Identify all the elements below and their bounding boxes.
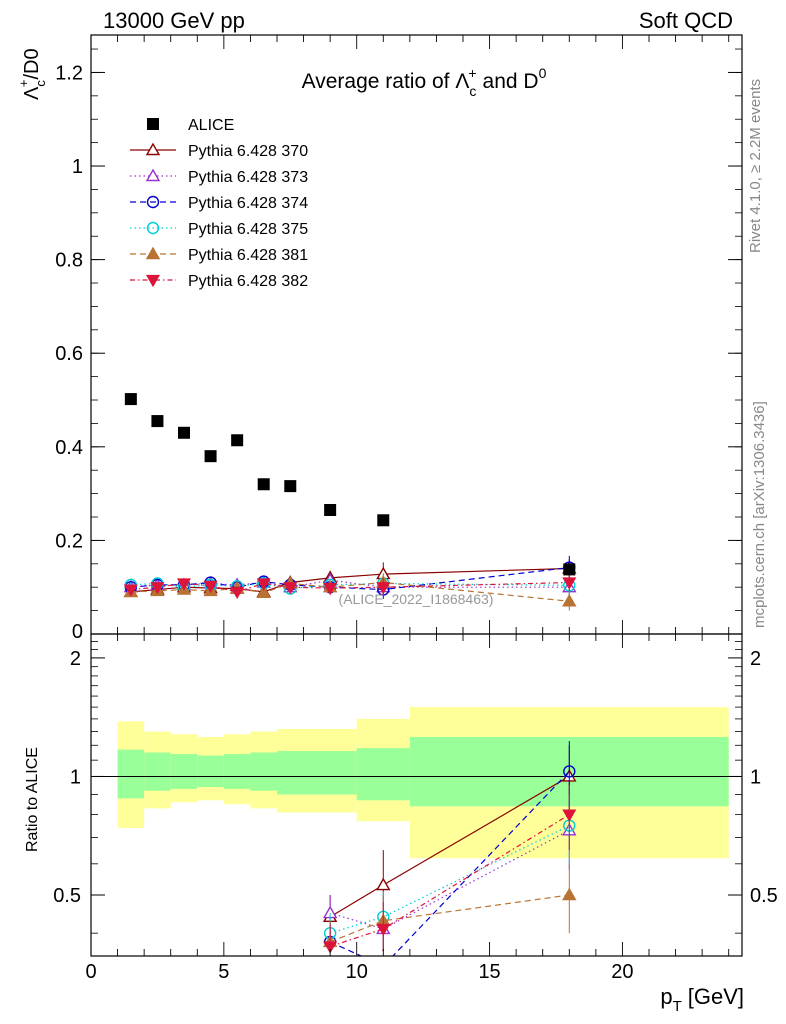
main-y-tick-label: 0	[72, 621, 83, 643]
ratio-series-5	[323, 785, 577, 954]
main-y-tick-label: 0.6	[55, 343, 83, 365]
mcplots-label: mcplots.cern.ch [arXiv:1306.3436]	[751, 401, 768, 628]
ratio-series-layer	[322, 741, 577, 972]
legend-marker	[145, 168, 161, 182]
legend-label: Pythia 6.428 374	[188, 195, 308, 212]
ratio-series-line	[329, 894, 570, 943]
ratio-frame: 0.5 0.51 12 20 5 10 15 20	[53, 633, 778, 983]
alice-point	[257, 478, 270, 491]
mc-point	[256, 585, 271, 599]
alice-point	[124, 393, 137, 406]
legend-marker	[145, 246, 161, 260]
rivet-label: Rivet 4.1.0, ≥ 2.2M events	[747, 79, 764, 253]
mc-point	[176, 578, 192, 591]
x-tick-label: 10	[346, 961, 368, 983]
alice-point	[204, 450, 217, 463]
mc-point	[562, 577, 577, 590]
chart-title: Average ratio of Λc+ and D0	[302, 65, 547, 99]
main-y-label: Λc+/D0	[16, 48, 48, 100]
mc-series-5	[123, 573, 577, 600]
main-y-tick-label: 1	[72, 156, 83, 178]
legend-marker	[145, 142, 161, 156]
green-band	[303, 751, 357, 795]
main-series-layer	[123, 393, 577, 611]
alice-point	[284, 480, 297, 493]
legend-label: Pythia 6.428 381	[188, 247, 308, 264]
ratio-point	[378, 961, 389, 972]
ratio-point	[376, 877, 391, 891]
ratio-y-tick-label-right: 1	[750, 766, 761, 788]
ratio-series-line	[329, 814, 570, 948]
mc-series-line	[130, 567, 570, 593]
ratio-y-tick-label-right: 0.5	[750, 885, 778, 907]
legend: ALICE Pythia 6.428 370 Pythia 6.428 373 Pyt…	[130, 117, 308, 290]
legend-label: Pythia 6.428 373	[188, 169, 308, 186]
mc-point	[203, 580, 218, 594]
legend-label: Pythia 6.428 370	[188, 143, 308, 160]
main-y-tick-label: 0.4	[55, 437, 83, 459]
mc-point	[123, 584, 138, 597]
green-band	[223, 754, 251, 789]
mc-series-line	[130, 581, 570, 602]
mc-point	[150, 582, 165, 595]
alice-data	[124, 393, 576, 576]
alice-point	[324, 503, 337, 516]
main-y-tick-label: 1.2	[55, 62, 83, 84]
mc-point	[323, 583, 338, 596]
ratio-point	[376, 923, 391, 937]
legend-alice-label: ALICE	[188, 117, 234, 134]
header-left: 13000 GeV pp	[103, 8, 245, 33]
ratio-y-tick-label: 0.5	[53, 885, 81, 907]
ratio-point	[562, 887, 577, 901]
mc-series-line	[130, 581, 570, 593]
legend-label: Pythia 6.428 382	[188, 273, 308, 290]
x-tick-label: 20	[611, 961, 633, 983]
green-band	[356, 748, 410, 801]
alice-point	[377, 514, 390, 527]
ratio-y-tick-label: 1	[70, 766, 81, 788]
ratio-series-line	[329, 825, 570, 934]
green-band	[250, 752, 277, 791]
mc-point	[283, 582, 298, 595]
mc-point	[230, 586, 245, 600]
ratio-point	[562, 809, 577, 822]
mc-point	[256, 578, 271, 591]
ratio-frame-border	[90, 633, 743, 957]
ratio-point	[563, 765, 576, 778]
ratio-y-tick-label: 2	[70, 648, 81, 670]
main-y-tick-label: 0.2	[55, 530, 83, 552]
ratio-y-tick-label-right: 2	[750, 648, 761, 670]
main-y-tick-label: 0.8	[55, 250, 83, 272]
header-right: Soft QCD	[639, 8, 733, 33]
legend-marker	[145, 274, 161, 288]
alice-point	[563, 563, 576, 576]
legend-label: Pythia 6.428 375	[188, 221, 308, 238]
ratio-point	[323, 941, 338, 954]
green-band	[170, 754, 198, 789]
x-tick-label: 15	[478, 961, 500, 983]
legend-alice-marker	[147, 118, 159, 130]
alice-point	[151, 415, 164, 428]
mc-point	[562, 593, 577, 607]
ratio-series-4	[322, 863, 577, 952]
green-band	[197, 755, 224, 788]
ratio-bands	[91, 707, 742, 859]
x-tick-label: 0	[85, 961, 96, 983]
watermark: (ALICE_2022_I1868463)	[339, 591, 494, 607]
x-tick-label: 5	[218, 961, 229, 983]
green-band	[277, 751, 304, 795]
ratio-y-label: Ratio to ALICE	[24, 747, 41, 852]
x-axis-label: pT [GeV]	[660, 984, 744, 1015]
mc-point	[376, 582, 391, 595]
mc-series-line	[130, 566, 570, 591]
legend-marker	[146, 221, 160, 235]
alice-point	[178, 426, 190, 439]
legend-marker	[146, 195, 160, 209]
green-band	[117, 749, 145, 799]
alice-point	[231, 434, 244, 447]
green-band	[144, 752, 171, 791]
